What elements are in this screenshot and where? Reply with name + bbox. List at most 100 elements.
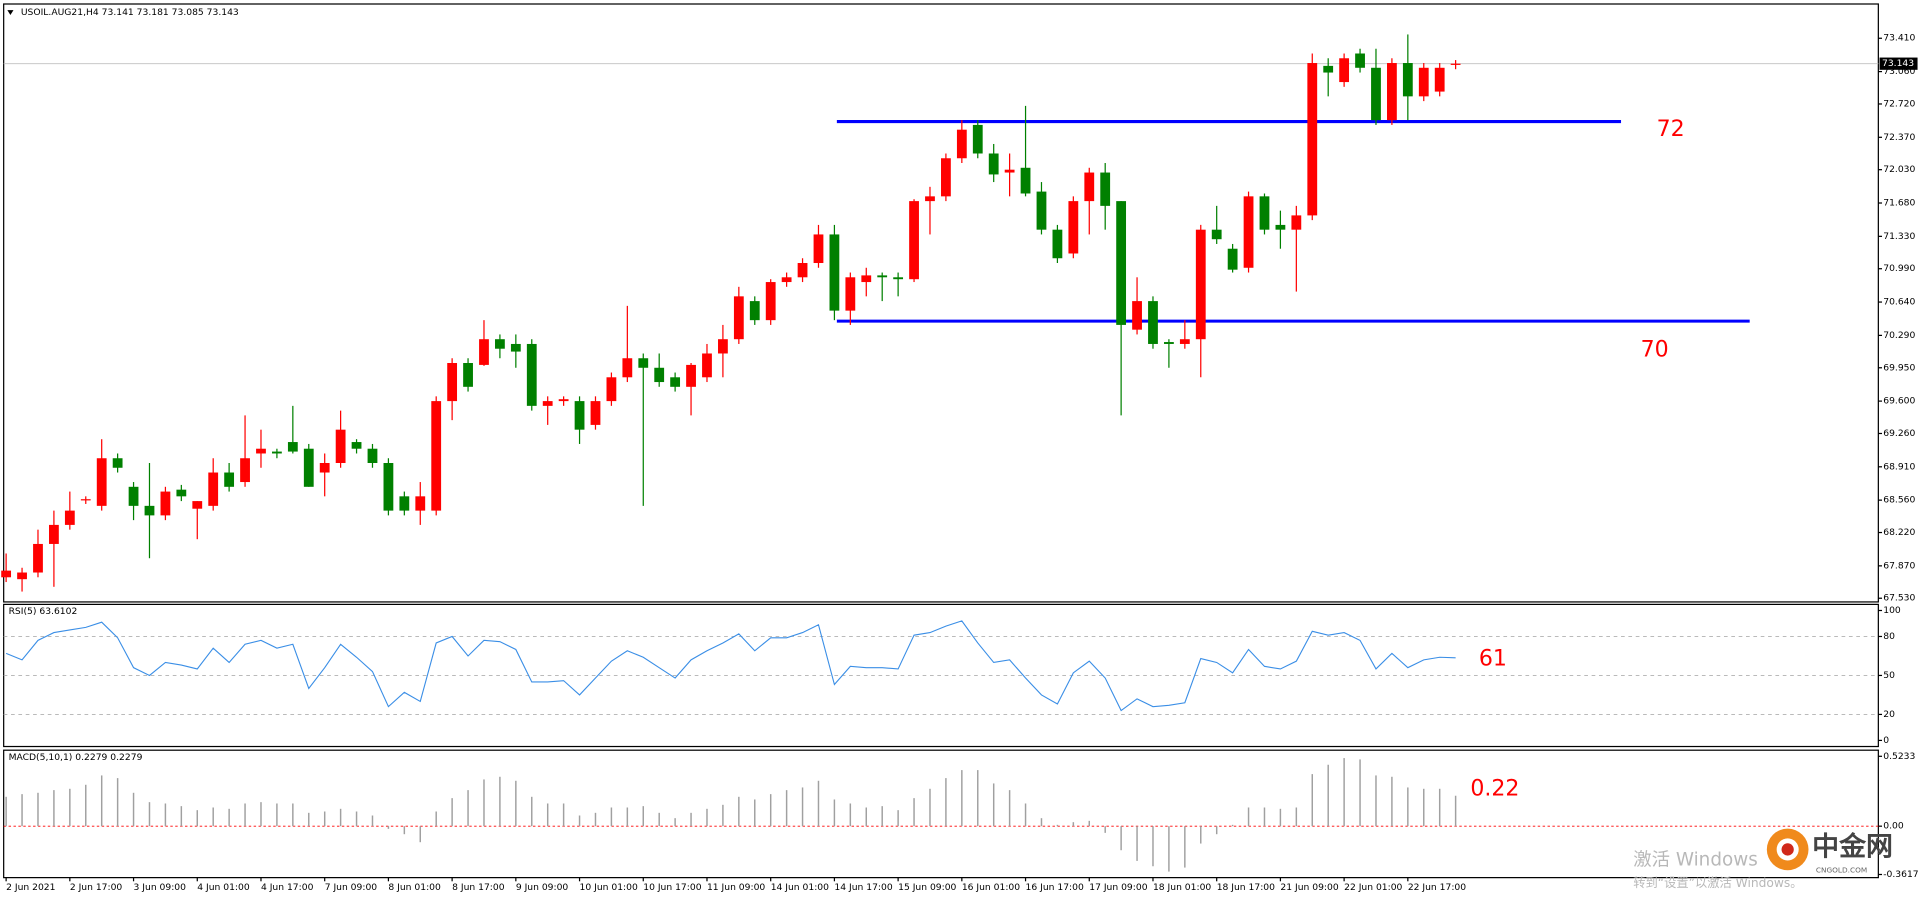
candle-body: [1100, 172, 1111, 206]
y-tick-label: 67.530: [1883, 593, 1915, 604]
candle-body: [303, 448, 314, 487]
candle-body: [733, 296, 744, 340]
x-tick-label: 16 Jun 17:00: [1026, 882, 1084, 893]
x-tick-label: 4 Jun 01:00: [197, 882, 250, 893]
annotation: 72: [1657, 117, 1685, 142]
y-tick-label: 67.870: [1883, 560, 1915, 571]
logo-name: 中金网: [1812, 831, 1893, 863]
candle-body: [526, 343, 537, 406]
candle-body: [1211, 229, 1222, 240]
macd-title: MACD(5,10,1) 0.2279 0.2279: [9, 752, 143, 763]
rsi-title: RSI(5) 63.6102: [9, 606, 78, 617]
candle-body: [925, 196, 935, 202]
x-tick-label: 15 Jun 09:00: [898, 882, 956, 893]
candle-body: [510, 343, 521, 352]
price-title: USOIL.AUG21,H4 73.141 73.181 73.085 73.1…: [21, 7, 239, 18]
candle-body: [1387, 63, 1397, 121]
candle-body: [893, 277, 904, 280]
annotation: 70: [1641, 338, 1669, 363]
candle-body: [1084, 172, 1095, 202]
y-tick-label: 0.5233: [1883, 751, 1915, 762]
y-tick-label: 72.030: [1883, 164, 1915, 175]
x-tick-label: 9 Jun 09:00: [516, 882, 569, 893]
candle-body: [558, 399, 569, 402]
candle-body: [128, 486, 139, 506]
x-tick-label: 18 Jun 01:00: [1153, 882, 1211, 893]
candle-body: [813, 234, 824, 264]
candle-body: [1275, 224, 1286, 230]
candle-body: [1020, 167, 1031, 194]
candle-body: [399, 496, 410, 511]
x-tick-label: 3 Jun 09:00: [134, 882, 187, 893]
candle-body: [495, 339, 505, 349]
candle-body: [972, 124, 983, 154]
candle-body: [956, 129, 967, 159]
y-tick-label: 69.600: [1883, 396, 1915, 407]
x-tick-label: 14 Jun 01:00: [771, 882, 829, 893]
candle-body: [1434, 67, 1445, 92]
y-tick-label: 70.990: [1883, 263, 1915, 274]
candle-body: [1402, 63, 1413, 97]
annotation: 61: [1479, 647, 1507, 672]
candle-body: [1371, 67, 1381, 121]
y-tick-label: 70.290: [1883, 330, 1915, 341]
y-tick-label: 50: [1883, 670, 1895, 681]
x-tick-label: 22 Jun 01:00: [1344, 882, 1402, 893]
y-tick-label: -0.3617: [1883, 869, 1919, 880]
y-tick-label: 69.950: [1883, 362, 1915, 373]
candle-body: [542, 401, 553, 406]
y-tick-label: 20: [1883, 709, 1895, 720]
candle-body: [176, 489, 187, 497]
menu-triangle[interactable]: [7, 10, 14, 16]
candle-body: [686, 364, 696, 387]
candle-body: [160, 491, 171, 516]
macd-panel: [3, 749, 1879, 879]
candle-body: [829, 234, 840, 311]
candle-body: [1195, 229, 1206, 340]
candle-body: [208, 472, 219, 506]
y-tick-label: 72.370: [1883, 132, 1915, 143]
candle-body: [431, 401, 442, 511]
candle-body: [622, 358, 633, 378]
y-tick-label: 68.560: [1883, 495, 1915, 506]
y-tick-label: 73.410: [1883, 33, 1915, 44]
x-tick-label: 7 Jun 09:00: [325, 882, 378, 893]
candle-body: [224, 472, 235, 487]
candle-body: [1418, 67, 1429, 97]
y-tick-label: 72.720: [1883, 98, 1915, 109]
candle-body: [319, 463, 330, 473]
y-tick-label: 71.680: [1883, 198, 1915, 209]
y-tick-label: 69.260: [1883, 428, 1915, 439]
candle-body: [670, 377, 681, 387]
logo-site: CNGOLD.COM: [1816, 865, 1867, 874]
candle-body: [702, 353, 712, 378]
candle-body: [64, 510, 75, 525]
y-tick-label: 100: [1883, 605, 1901, 616]
candle-body: [654, 367, 665, 383]
candle-body: [1164, 342, 1174, 344]
watermark-line1: 激活 Windows: [1633, 849, 1758, 870]
x-tick-label: 2 Jun 2021: [6, 882, 55, 893]
y-tick-label: 80: [1883, 631, 1895, 642]
y-tick-label: 70.640: [1883, 297, 1915, 308]
candle-body: [112, 458, 123, 468]
candle-body: [463, 363, 473, 387]
x-tick-label: 22 Jun 17:00: [1408, 882, 1466, 893]
logo-icon-core: [1781, 843, 1794, 856]
candle-body: [590, 401, 601, 425]
candle-body: [718, 339, 728, 354]
x-tick-label: 11 Jun 09:00: [707, 882, 765, 893]
x-tick-label: 14 Jun 17:00: [834, 882, 892, 893]
candle-body: [765, 282, 776, 321]
x-tick-label: 8 Jun 17:00: [452, 882, 505, 893]
x-tick-label: 21 Jun 09:00: [1280, 882, 1338, 893]
y-tick-label: 0.00: [1883, 821, 1904, 832]
x-tick-label: 8 Jun 01:00: [388, 882, 441, 893]
x-tick-label: 10 Jun 01:00: [580, 882, 638, 893]
candle-body: [415, 496, 426, 511]
candle-body: [33, 543, 43, 573]
candle-body: [447, 363, 458, 402]
candle-body: [1243, 196, 1254, 268]
